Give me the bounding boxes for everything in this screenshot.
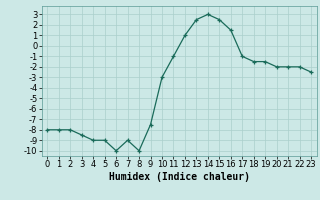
X-axis label: Humidex (Indice chaleur): Humidex (Indice chaleur) — [109, 172, 250, 182]
